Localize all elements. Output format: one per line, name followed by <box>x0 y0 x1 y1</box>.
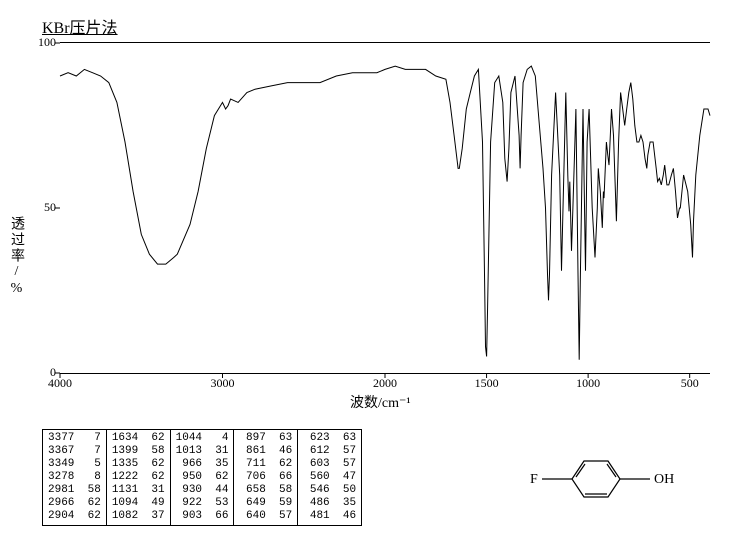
y-tick: 100 <box>28 35 56 50</box>
peak-column: 1634 62 1399 58 1335 62 1222 62 1131 31 … <box>107 430 171 525</box>
peak-column: 3377 7 3367 7 3349 5 3278 8 2981 58 2966… <box>43 430 107 525</box>
x-axis-label: 波数/cm⁻¹ <box>350 392 411 412</box>
x-tick: 2000 <box>373 376 397 391</box>
x-tick: 4000 <box>48 376 72 391</box>
spectrum-line <box>60 66 710 360</box>
x-tick: 500 <box>681 376 699 391</box>
ir-spectrum-chart: 透过率/% 波数/cm⁻¹ 050100 4000300020001500100… <box>0 36 737 416</box>
peak-column: 1044 4 1013 31 966 35 950 62 930 44 922 … <box>171 430 235 525</box>
x-tick: 3000 <box>211 376 235 391</box>
mol-label-f: F <box>530 472 538 487</box>
peak-column: 623 63 612 57 603 57 560 47 546 50 486 3… <box>298 430 361 525</box>
plot-region <box>60 42 710 374</box>
peak-column: 897 63 861 46 711 62 706 66 658 58 649 5… <box>234 430 298 525</box>
mol-label-oh: OH <box>654 472 674 487</box>
x-tick: 1000 <box>576 376 600 391</box>
y-axis-label: 透过率/% <box>6 216 26 298</box>
molecule-structure: F OH <box>492 449 692 509</box>
x-tick: 1500 <box>475 376 499 391</box>
y-tick: 50 <box>28 200 56 215</box>
peak-table-area: 3377 7 3367 7 3349 5 3278 8 2981 58 2966… <box>42 429 702 527</box>
peak-table: 3377 7 3367 7 3349 5 3278 8 2981 58 2966… <box>42 429 362 526</box>
